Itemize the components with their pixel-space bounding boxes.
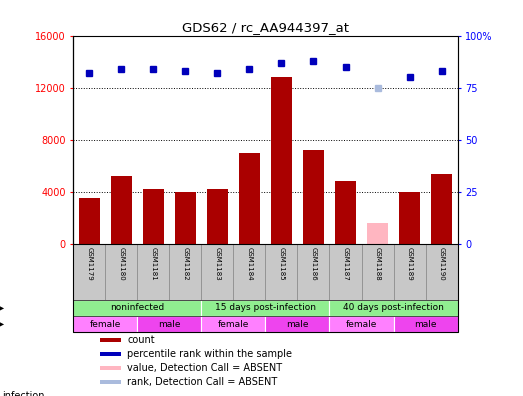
Text: gender ▶: gender ▶ (0, 319, 4, 329)
Text: male: male (414, 320, 437, 329)
Bar (105, 244, 137, 300)
Text: rank, Detection Call = ABSENT: rank, Detection Call = ABSENT (127, 377, 277, 387)
Bar (201, 300, 329, 316)
Bar (266, 244, 298, 300)
Bar (329, 316, 393, 332)
Text: GSM1183: GSM1183 (214, 247, 220, 280)
Bar (303, 150, 324, 244)
Text: female: female (346, 320, 377, 329)
Text: male: male (158, 320, 180, 329)
Bar (298, 244, 329, 300)
Bar (73, 316, 137, 332)
Text: GSM1184: GSM1184 (246, 247, 253, 280)
Bar (137, 244, 169, 300)
Bar (207, 189, 228, 244)
Bar (79, 198, 100, 244)
Bar (239, 153, 260, 244)
Bar (100, 366, 121, 370)
Text: GSM1185: GSM1185 (278, 247, 285, 280)
Bar (137, 316, 201, 332)
Text: 40 days post-infection: 40 days post-infection (343, 303, 444, 312)
Bar (329, 300, 458, 316)
Bar (393, 316, 458, 332)
Text: 15 days post-infection: 15 days post-infection (215, 303, 316, 312)
Bar (111, 176, 132, 244)
Bar (431, 173, 452, 244)
Bar (143, 189, 164, 244)
Text: GSM1181: GSM1181 (150, 247, 156, 280)
Bar (201, 316, 266, 332)
Bar (73, 244, 105, 300)
Text: GSM1190: GSM1190 (439, 247, 445, 280)
Bar (271, 77, 292, 244)
Text: GSM1180: GSM1180 (118, 247, 124, 280)
Text: percentile rank within the sample: percentile rank within the sample (127, 349, 292, 359)
Text: GSM1182: GSM1182 (183, 247, 188, 280)
Bar (100, 380, 121, 384)
Bar (367, 223, 388, 244)
Title: GDS62 / rc_AA944397_at: GDS62 / rc_AA944397_at (182, 21, 349, 34)
Bar (100, 338, 121, 343)
Text: male: male (286, 320, 309, 329)
Bar (335, 181, 356, 244)
Bar (169, 244, 201, 300)
Text: count: count (127, 335, 155, 345)
Text: GSM1186: GSM1186 (311, 247, 316, 280)
Text: GSM1188: GSM1188 (374, 247, 381, 280)
Bar (233, 244, 266, 300)
Bar (201, 244, 233, 300)
Bar (426, 244, 458, 300)
Bar (361, 244, 393, 300)
Text: GSM1187: GSM1187 (343, 247, 348, 280)
Text: infection ▶: infection ▶ (0, 303, 4, 313)
Bar (266, 316, 329, 332)
Text: noninfected: noninfected (110, 303, 164, 312)
Text: GSM1189: GSM1189 (406, 247, 413, 280)
Text: infection: infection (3, 391, 45, 396)
Bar (399, 192, 420, 244)
Text: female: female (218, 320, 249, 329)
Bar (393, 244, 426, 300)
Bar (175, 192, 196, 244)
Text: female: female (89, 320, 121, 329)
Text: value, Detection Call = ABSENT: value, Detection Call = ABSENT (127, 363, 282, 373)
Bar (100, 352, 121, 356)
Bar (73, 300, 201, 316)
Bar (329, 244, 361, 300)
Text: GSM1179: GSM1179 (86, 247, 92, 280)
